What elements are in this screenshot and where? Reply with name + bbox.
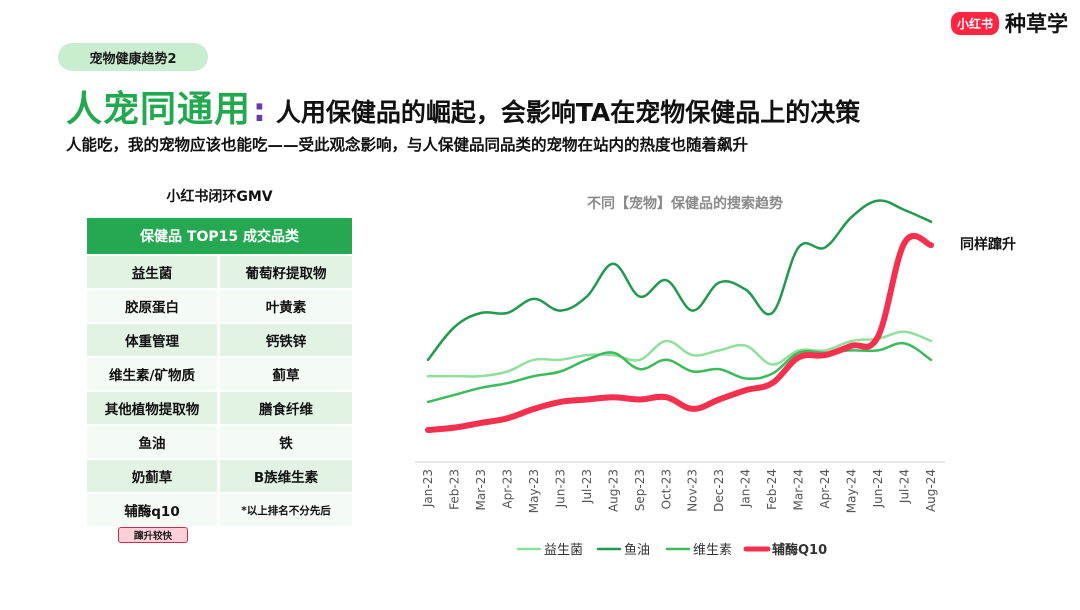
gmv-table: 保健品 TOP15 成交品类 益生菌 葡萄籽提取物 胶原蛋白 叶黄素 体重管理 …: [87, 218, 352, 526]
legend-item: 辅酶Q10: [743, 542, 827, 558]
legend-item: 维生素: [665, 543, 732, 558]
table-row: 维生素/矿物质 蓟草: [87, 356, 352, 390]
x-tick-label: Jun-24: [871, 469, 885, 508]
table-note: *以上排名不分先后: [220, 494, 352, 526]
table-cell: 蓟草: [220, 358, 352, 390]
x-tick-label: May-24: [845, 469, 859, 513]
gmv-caption: 小红书闭环GMV: [166, 189, 273, 205]
x-tick-label: May-23: [527, 469, 541, 513]
table-cell: 膳食纤维: [220, 392, 352, 424]
title-highlight: 人宠同通用: [66, 89, 252, 130]
x-tick-label: Oct-23: [659, 469, 673, 509]
x-tick-label: Apr-23: [500, 469, 514, 509]
table-cell: B族维生素: [220, 460, 352, 492]
brand-text: 种草学: [1005, 12, 1068, 36]
gmv-table-header: 保健品 TOP15 成交品类: [87, 218, 352, 254]
table-cell: 其他植物提取物: [87, 392, 217, 424]
table-cell: 益生菌: [87, 256, 217, 288]
legend-item: 鱼油: [596, 542, 650, 558]
x-tick-label: Aug-23: [606, 469, 620, 512]
x-tick-label: Feb-24: [765, 469, 779, 510]
table-row: 益生菌 葡萄籽提取物: [87, 254, 352, 288]
x-tick-label: Dec-23: [712, 469, 726, 512]
table-cell: 叶黄素: [220, 290, 352, 322]
brand-logo: 小红书 种草学: [950, 8, 1068, 38]
x-tick-label: Jul-23: [580, 469, 594, 504]
x-tick-label: Jun-23: [553, 469, 567, 508]
x-tick-label: Feb-23: [447, 469, 461, 510]
x-tick-label: Jul-24: [898, 469, 912, 504]
rising-fast-badge: 蹿升较快: [118, 527, 188, 543]
title-colon: :: [253, 91, 266, 129]
x-tick-label: Nov-23: [686, 469, 700, 512]
x-tick-label: Sep-23: [633, 469, 647, 511]
table-cell: 胶原蛋白: [87, 290, 217, 322]
table-cell: 鱼油: [87, 426, 217, 458]
table-row: 鱼油 铁: [87, 424, 352, 458]
table-cell: 辅酶q10: [87, 494, 217, 526]
title-main: 人用保健品的崛起，会影响TA在宠物保健品上的决策: [275, 98, 861, 127]
x-tick-label: Aug-24: [924, 469, 938, 512]
table-row: 奶蓟草 B族维生素: [87, 458, 352, 492]
x-tick-label: Apr-24: [818, 469, 832, 509]
table-row: 体重管理 钙铁锌: [87, 322, 352, 356]
table-cell: 奶蓟草: [87, 460, 217, 492]
x-tick-label: Jan-24: [739, 469, 753, 508]
legend-label: 辅酶Q10: [772, 542, 827, 558]
brand-badge: 小红书: [950, 11, 999, 35]
page-subtitle: 人能吃，我的宠物应该也能吃——受此观念影响，与人保健品同品类的宠物在站内的热度也…: [66, 136, 749, 154]
table-row: 胶原蛋白 叶黄素: [87, 288, 352, 322]
chart-title: 不同【宠物】保健品的搜索趋势: [587, 195, 783, 212]
table-cell: 铁: [220, 426, 352, 458]
chart-annotation: 同样蹿升: [960, 236, 1016, 253]
x-tick-label: Jan-23: [421, 469, 435, 508]
x-tick-label: Mar-24: [792, 469, 806, 510]
x-tick-label: Mar-23: [474, 469, 488, 510]
page-title: 人宠同通用 : 人用保健品的崛起，会影响TA在宠物保健品上的决策: [66, 80, 860, 132]
legend-item: 益生菌: [516, 543, 583, 558]
legend-label: 益生菌: [544, 543, 583, 558]
series-line-fish_oil: [426, 199, 933, 362]
series-line-probiotic: [426, 330, 933, 378]
table-row: 其他植物提取物 膳食纤维: [87, 390, 352, 424]
table-cell: 葡萄籽提取物: [220, 256, 352, 288]
table-cell: 维生素/矿物质: [87, 358, 217, 390]
table-cell: 钙铁锌: [220, 324, 352, 356]
table-cell: 体重管理: [87, 324, 217, 356]
series-line-coq10: [425, 233, 934, 433]
legend-label: 维生素: [693, 543, 732, 558]
table-row: 辅酶q10 *以上排名不分先后: [87, 492, 352, 526]
section-tag: 宠物健康趋势2: [58, 43, 208, 71]
series-line-vitamin: [426, 341, 933, 404]
legend-label: 鱼油: [624, 542, 650, 558]
